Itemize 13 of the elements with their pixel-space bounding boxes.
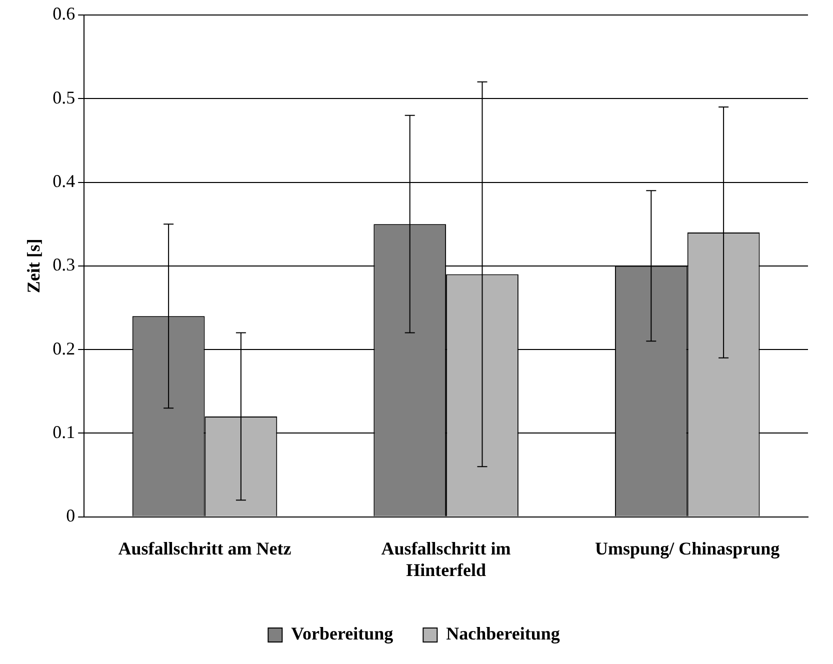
legend-label: Vorbereitung (291, 624, 394, 644)
y-tick-label: 0.1 (52, 422, 76, 442)
y-tick-label: 0.5 (52, 87, 76, 108)
y-tick-label: 0.6 (52, 4, 76, 24)
y-tick-label: 0 (66, 506, 76, 526)
y-tick-label: 0.3 (52, 254, 76, 275)
legend-label: Nachbereitung (446, 624, 560, 644)
y-tick-label: 0.2 (52, 338, 76, 358)
x-tick-label: Ausfallschritt am Netz (118, 538, 292, 558)
y-tick-label: 0.4 (52, 171, 76, 191)
y-axis-title: Zeit [s] (23, 238, 44, 294)
x-tick-label: Ausfallschritt im Hinterfeld (381, 538, 511, 580)
x-tick-label: Umspung/ Chinasprung (595, 538, 780, 558)
